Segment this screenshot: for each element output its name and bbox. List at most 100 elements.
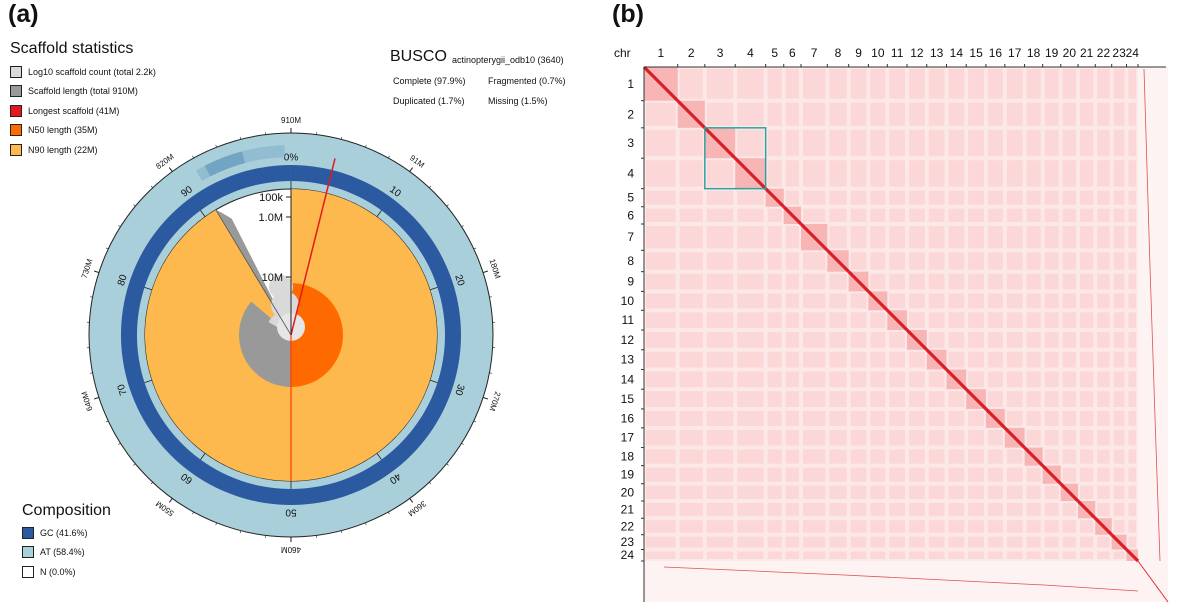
- hic-interchrom-block: [948, 485, 965, 499]
- hic-interchrom-block: [1006, 102, 1023, 126]
- outer-minor-tick: [365, 144, 367, 148]
- hic-interchrom-block: [889, 273, 906, 290]
- hic-interchrom-block: [802, 502, 826, 517]
- hic-interchrom-block: [909, 273, 925, 290]
- hic-interchrom-block: [1079, 160, 1094, 187]
- hic-interchrom-block: [948, 520, 965, 533]
- hic-interchrom-block: [987, 312, 1003, 329]
- hic-interchrom-block: [1062, 190, 1076, 205]
- hic-interchrom-block: [1079, 293, 1094, 309]
- hic-interchrom-block: [1097, 429, 1110, 446]
- hic-interchrom-block: [987, 160, 1003, 187]
- outer-tick-label: 180M: [488, 258, 503, 280]
- hic-interchrom-block: [948, 449, 965, 464]
- hic-interchrom-block: [889, 502, 906, 517]
- outer-minor-tick: [429, 482, 432, 485]
- hic-interchrom-block: [802, 351, 826, 368]
- outer-tick-label: 460M: [281, 545, 301, 554]
- hic-interchrom-block: [1026, 536, 1041, 548]
- hic-interchrom-block: [646, 351, 676, 368]
- hic-interchrom-block: [1062, 351, 1076, 368]
- hic-interchrom-block: [870, 351, 886, 368]
- hic-interchrom-block: [1044, 129, 1059, 157]
- hic-interchrom-block: [1062, 273, 1076, 290]
- hic-interchrom-block: [948, 536, 965, 548]
- chr-row-label: 12: [621, 333, 635, 347]
- hic-interchrom-block: [767, 551, 782, 559]
- n90-line: [215, 209, 292, 336]
- hic-interchrom-block: [1062, 502, 1076, 517]
- hic-interchrom-block: [948, 332, 965, 348]
- hic-interchrom-block: [1128, 371, 1136, 388]
- hic-interchrom-block: [1044, 520, 1059, 533]
- hic-interchrom-block: [1006, 449, 1023, 464]
- hic-interchrom-block: [889, 371, 906, 388]
- hic-interchrom-block: [1026, 391, 1041, 407]
- hic-interchrom-block: [706, 467, 734, 482]
- hic-interchrom-block: [850, 467, 867, 482]
- hic-interchrom-block: [679, 225, 703, 249]
- hic-interchrom-block: [767, 208, 782, 222]
- hic-interchrom-block: [1006, 502, 1023, 517]
- hic-interchrom-block: [829, 467, 847, 482]
- chr-row-label: 3: [627, 136, 634, 150]
- hic-interchrom-block: [737, 225, 764, 249]
- percent-tick: [429, 287, 438, 291]
- hic-interchrom-block: [829, 293, 847, 309]
- hic-interchrom-block: [1044, 351, 1059, 368]
- hic-diagonal: [1110, 533, 1128, 551]
- outer-minor-tick: [473, 420, 477, 423]
- hic-interchrom-block: [802, 208, 826, 222]
- hic-interchrom-block: [785, 293, 799, 309]
- hic-interchrom-block: [987, 273, 1003, 290]
- hic-interchrom-block: [1079, 410, 1094, 426]
- outer-minor-tick: [446, 204, 449, 207]
- hic-interchrom-block: [679, 160, 703, 187]
- hic-interchrom-block: [1113, 502, 1125, 517]
- hic-interchrom-block: [1097, 208, 1110, 222]
- hic-interchrom-block: [1113, 429, 1125, 446]
- hic-interchrom-block: [1079, 332, 1094, 348]
- hic-interchrom-block: [1062, 225, 1076, 249]
- hic-interchrom-block: [737, 410, 764, 426]
- legend-label: Longest scaffold (41M): [28, 105, 120, 116]
- hic-interchrom-block: [646, 467, 676, 482]
- hic-interchrom-block: [1044, 160, 1059, 187]
- hic-interchrom-block: [737, 312, 764, 329]
- hic-interchrom-block: [968, 551, 984, 559]
- busco-dataset: actinopterygii_odb10 (3640): [452, 55, 564, 65]
- hic-interchrom-block: [706, 69, 734, 99]
- hic-interchrom-block: [928, 485, 945, 499]
- hic-interchrom-block: [1026, 225, 1041, 249]
- hic-interchrom-block: [1062, 551, 1076, 559]
- hic-interchrom-block: [785, 69, 799, 99]
- hic-interchrom-block: [968, 102, 984, 126]
- hic-interchrom-block: [646, 429, 676, 446]
- hic-interchrom-block: [1044, 410, 1059, 426]
- hic-interchrom-block: [968, 160, 984, 187]
- hic-interchrom-block: [802, 102, 826, 126]
- hic-interchrom-block: [850, 293, 867, 309]
- outer-minor-tick: [461, 225, 464, 228]
- hic-interchrom-block: [785, 225, 799, 249]
- hic-interchrom-block: [909, 190, 925, 205]
- hic-interchrom-block: [706, 102, 734, 126]
- hic-diagonal: [886, 309, 909, 332]
- hic-interchrom-block: [679, 312, 703, 329]
- hic-interchrom-block: [785, 467, 799, 482]
- hic-interchrom-block: [646, 332, 676, 348]
- hic-interchrom-block: [802, 160, 826, 187]
- hic-interchrom-block: [767, 293, 782, 309]
- hic-interchrom-block: [767, 371, 782, 388]
- outer-minor-tick: [483, 397, 486, 399]
- hic-interchrom-block: [737, 391, 764, 407]
- hic-diagonal: [1094, 517, 1113, 536]
- hic-diagonal: [1125, 548, 1140, 563]
- hic-interchrom-block: [802, 391, 826, 407]
- hic-interchrom-block: [1113, 371, 1125, 388]
- chr-col-label: 8: [835, 46, 842, 60]
- hic-interchrom-block: [870, 332, 886, 348]
- hic-interchrom-block: [987, 520, 1003, 533]
- hic-interchrom-block: [785, 502, 799, 517]
- hic-interchrom-block: [850, 536, 867, 548]
